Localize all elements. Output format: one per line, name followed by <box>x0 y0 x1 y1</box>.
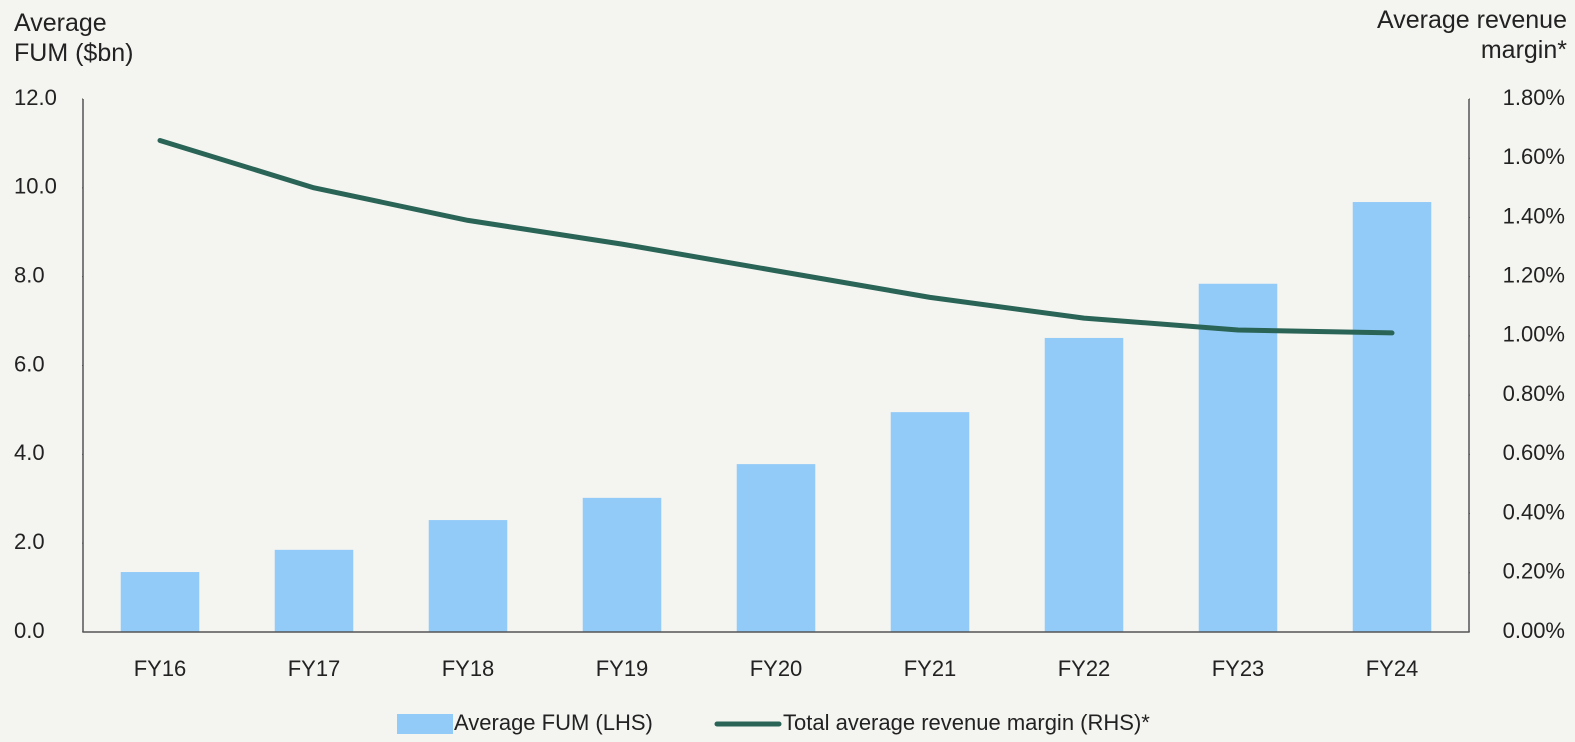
y2-tick-label: 0.40% <box>1503 499 1565 524</box>
x-tick-label: FY21 <box>904 656 957 681</box>
y2-tick-label: 0.80% <box>1503 381 1565 406</box>
bar <box>428 520 508 632</box>
bar <box>736 464 816 632</box>
legend-label: Total average revenue margin (RHS)* <box>783 710 1150 735</box>
legend-swatch <box>397 714 453 734</box>
x-tick-label: FY17 <box>288 656 341 681</box>
bar <box>1044 337 1124 632</box>
x-tick-label: FY19 <box>596 656 649 681</box>
bar <box>890 412 970 632</box>
y-tick-label: 0.0 <box>14 618 45 643</box>
y-tick-label: 6.0 <box>14 351 45 376</box>
y-axis-title: Average FUM ($bn) <box>14 9 134 67</box>
bar <box>582 497 662 632</box>
y2-tick-label: 1.60% <box>1503 144 1565 169</box>
bar <box>1352 202 1432 632</box>
x-tick-label: FY24 <box>1366 656 1419 681</box>
x-tick-label: FY23 <box>1212 656 1265 681</box>
x-tick-label: FY20 <box>750 656 803 681</box>
y-tick-label: 2.0 <box>14 529 45 554</box>
y-tick-label: 8.0 <box>14 262 45 287</box>
y-tick-label: 12.0 <box>14 85 57 110</box>
y2-tick-label: 0.60% <box>1503 440 1565 465</box>
x-tick-label: FY22 <box>1058 656 1111 681</box>
y-tick-label: 4.0 <box>14 440 45 465</box>
bar <box>1198 283 1278 632</box>
y2-tick-label: 0.00% <box>1503 618 1565 643</box>
y2-tick-label: 1.00% <box>1503 322 1565 347</box>
x-tick-label: FY16 <box>134 656 187 681</box>
y2-tick-label: 0.20% <box>1503 559 1565 584</box>
y2-tick-label: 1.80% <box>1503 85 1565 110</box>
y2-axis-title: Average revenue margin* <box>1377 6 1567 64</box>
legend-label: Average FUM (LHS) <box>454 710 653 735</box>
y-tick-label: 10.0 <box>14 174 57 199</box>
x-tick-label: FY18 <box>442 656 495 681</box>
y2-tick-label: 1.20% <box>1503 262 1565 287</box>
bar <box>274 549 354 632</box>
line <box>157 137 1395 336</box>
y2-tick-label: 1.40% <box>1503 203 1565 228</box>
bar <box>120 572 200 632</box>
